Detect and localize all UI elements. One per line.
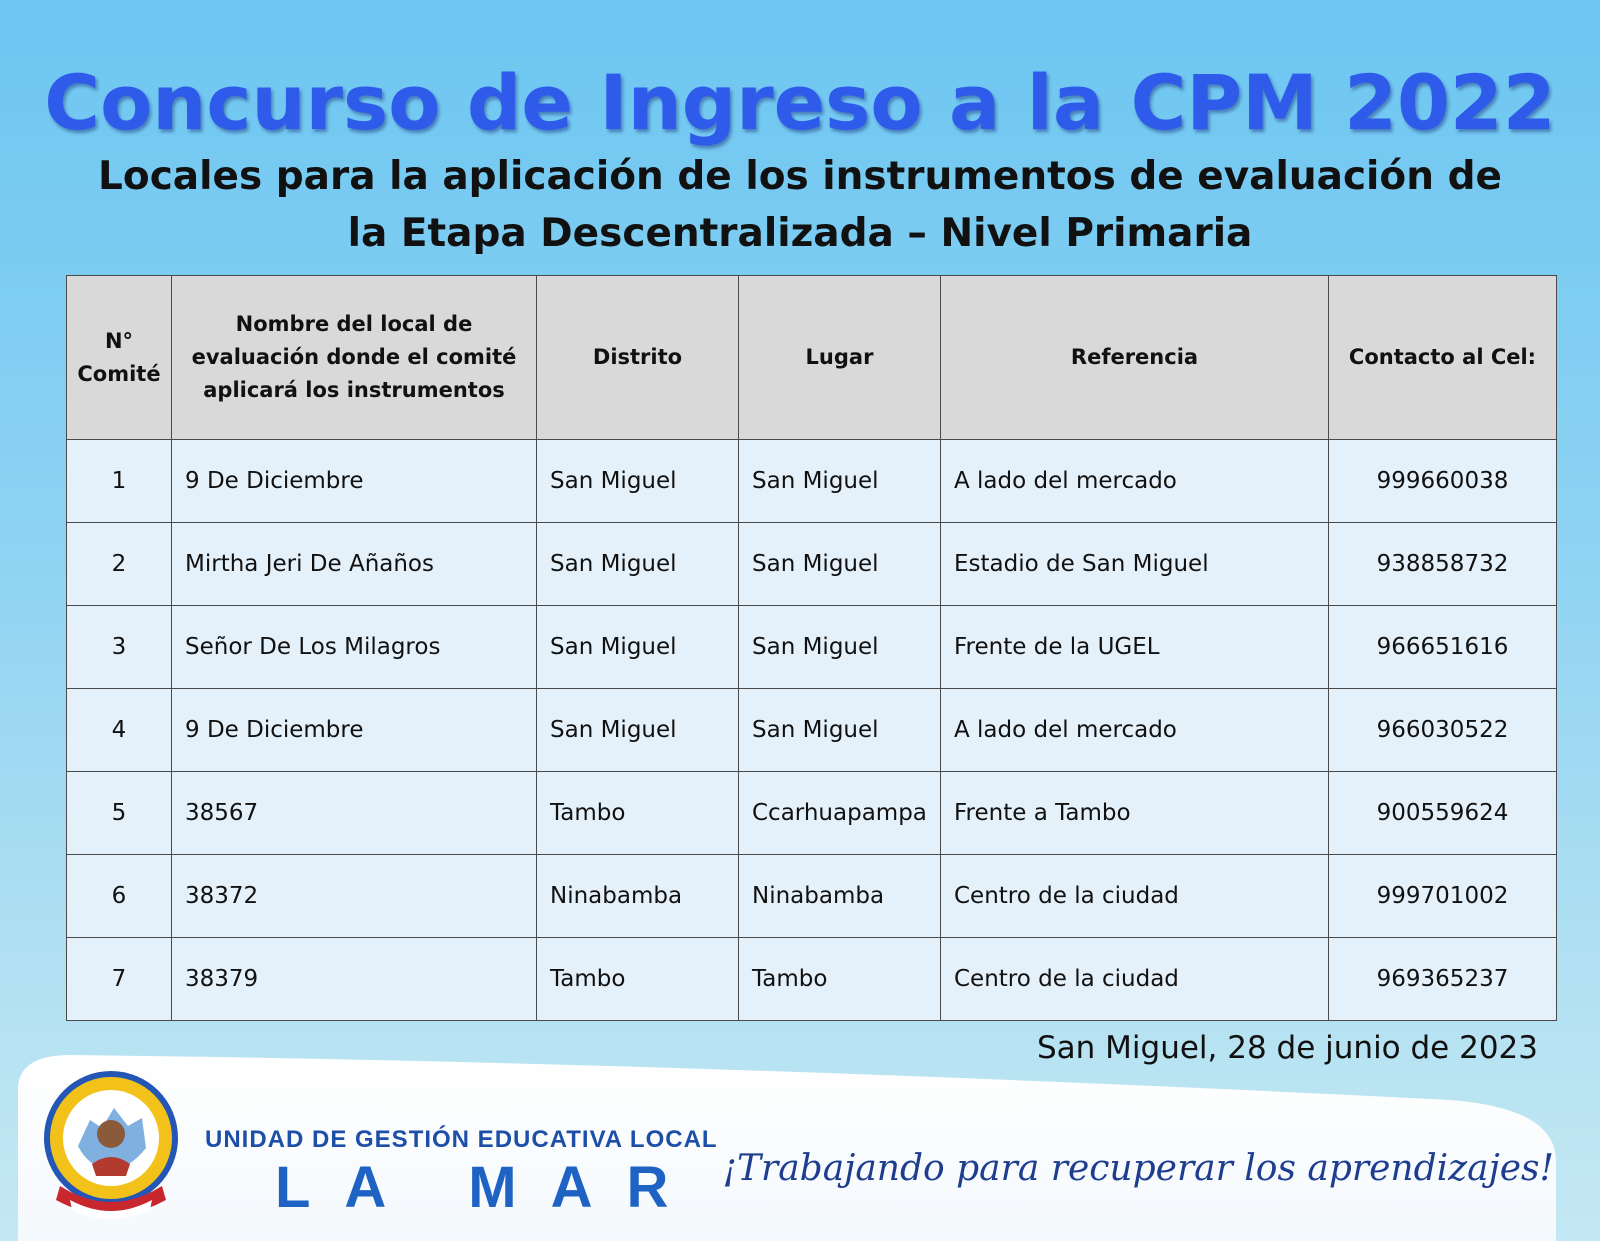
slogan: ¡Trabajando para recuperar los aprendiza… (722, 1148, 1555, 1189)
cell-contacto: 999660038 (1328, 439, 1557, 523)
cell-referencia: Centro de la ciudad (940, 854, 1329, 938)
col-header-local: Nombre del local de evaluación donde el … (171, 275, 537, 440)
cell-referencia: Centro de la ciudad (940, 937, 1329, 1021)
cell-local: 38379 (171, 937, 537, 1021)
cell-comite: 5 (66, 771, 172, 855)
cell-lugar: Ccarhuapampa (738, 771, 941, 855)
col-header-lugar: Lugar (738, 275, 941, 440)
table-header-row: N° Comité Nombre del local de evaluación … (66, 275, 1557, 440)
cell-lugar: San Miguel (738, 605, 941, 689)
cell-contacto: 900559624 (1328, 771, 1557, 855)
org-name-line1: UNIDAD DE GESTIÓN EDUCATIVA LOCAL (205, 1126, 718, 1153)
col-header-distrito: Distrito (536, 275, 739, 440)
cell-lugar: San Miguel (738, 688, 941, 772)
cell-lugar: San Miguel (738, 439, 941, 523)
cell-contacto: 999701002 (1328, 854, 1557, 938)
cell-contacto: 966030522 (1328, 688, 1557, 772)
cell-comite: 2 (66, 522, 172, 606)
page-title: Concurso de Ingreso a la CPM 2022 (44, 58, 1556, 147)
cell-local: 38372 (171, 854, 537, 938)
cell-local: Señor De Los Milagros (171, 605, 537, 689)
cell-local: 9 De Diciembre (171, 688, 537, 772)
col-header-referencia: Referencia (940, 275, 1329, 440)
cell-lugar: Tambo (738, 937, 941, 1021)
cell-lugar: San Miguel (738, 522, 941, 606)
table-row: 3 Señor De Los Milagros San Miguel San M… (66, 605, 1557, 689)
table-row: 7 38379 Tambo Tambo Centro de la ciudad … (66, 937, 1557, 1021)
cell-referencia: A lado del mercado (940, 688, 1329, 772)
cell-comite: 4 (66, 688, 172, 772)
table-row: 1 9 De Diciembre San Miguel San Miguel A… (66, 439, 1557, 523)
subtitle-line-2: la Etapa Descentralizada – Nivel Primari… (347, 211, 1253, 256)
col-header-comite-line2: Comité (77, 361, 161, 386)
ugel-seal-icon (44, 1071, 178, 1219)
cell-contacto: 966651616 (1328, 605, 1557, 689)
table-row: 5 38567 Tambo Ccarhuapampa Frente a Tamb… (66, 771, 1557, 855)
cell-contacto: 969365237 (1328, 937, 1557, 1021)
page-subtitle: Locales para la aplicación de los instru… (0, 148, 1600, 262)
subtitle-line-1: Locales para la aplicación de los instru… (98, 154, 1502, 199)
cell-distrito: Tambo (536, 937, 739, 1021)
date-line: San Miguel, 28 de junio de 2023 (1037, 1030, 1538, 1066)
table-row: 4 9 De Diciembre San Miguel San Miguel A… (66, 688, 1557, 772)
cell-distrito: San Miguel (536, 522, 739, 606)
cell-referencia: Frente a Tambo (940, 771, 1329, 855)
cell-local: 9 De Diciembre (171, 439, 537, 523)
cell-distrito: San Miguel (536, 688, 739, 772)
locales-table: N° Comité Nombre del local de evaluación … (66, 275, 1557, 1021)
cell-contacto: 938858732 (1328, 522, 1557, 606)
cell-comite: 7 (66, 937, 172, 1021)
cell-local: Mirtha Jeri De Añaños (171, 522, 537, 606)
cell-referencia: Estadio de San Miguel (940, 522, 1329, 606)
col-header-comite-line1: N° (104, 328, 134, 353)
cell-referencia: Frente de la UGEL (940, 605, 1329, 689)
cell-referencia: A lado del mercado (940, 439, 1329, 523)
col-header-contacto: Contacto al Cel: (1328, 275, 1557, 440)
cell-distrito: Ninabamba (536, 854, 739, 938)
org-name-line2: LA MAR (275, 1155, 703, 1220)
table-row: 2 Mirtha Jeri De Añaños San Miguel San M… (66, 522, 1557, 606)
